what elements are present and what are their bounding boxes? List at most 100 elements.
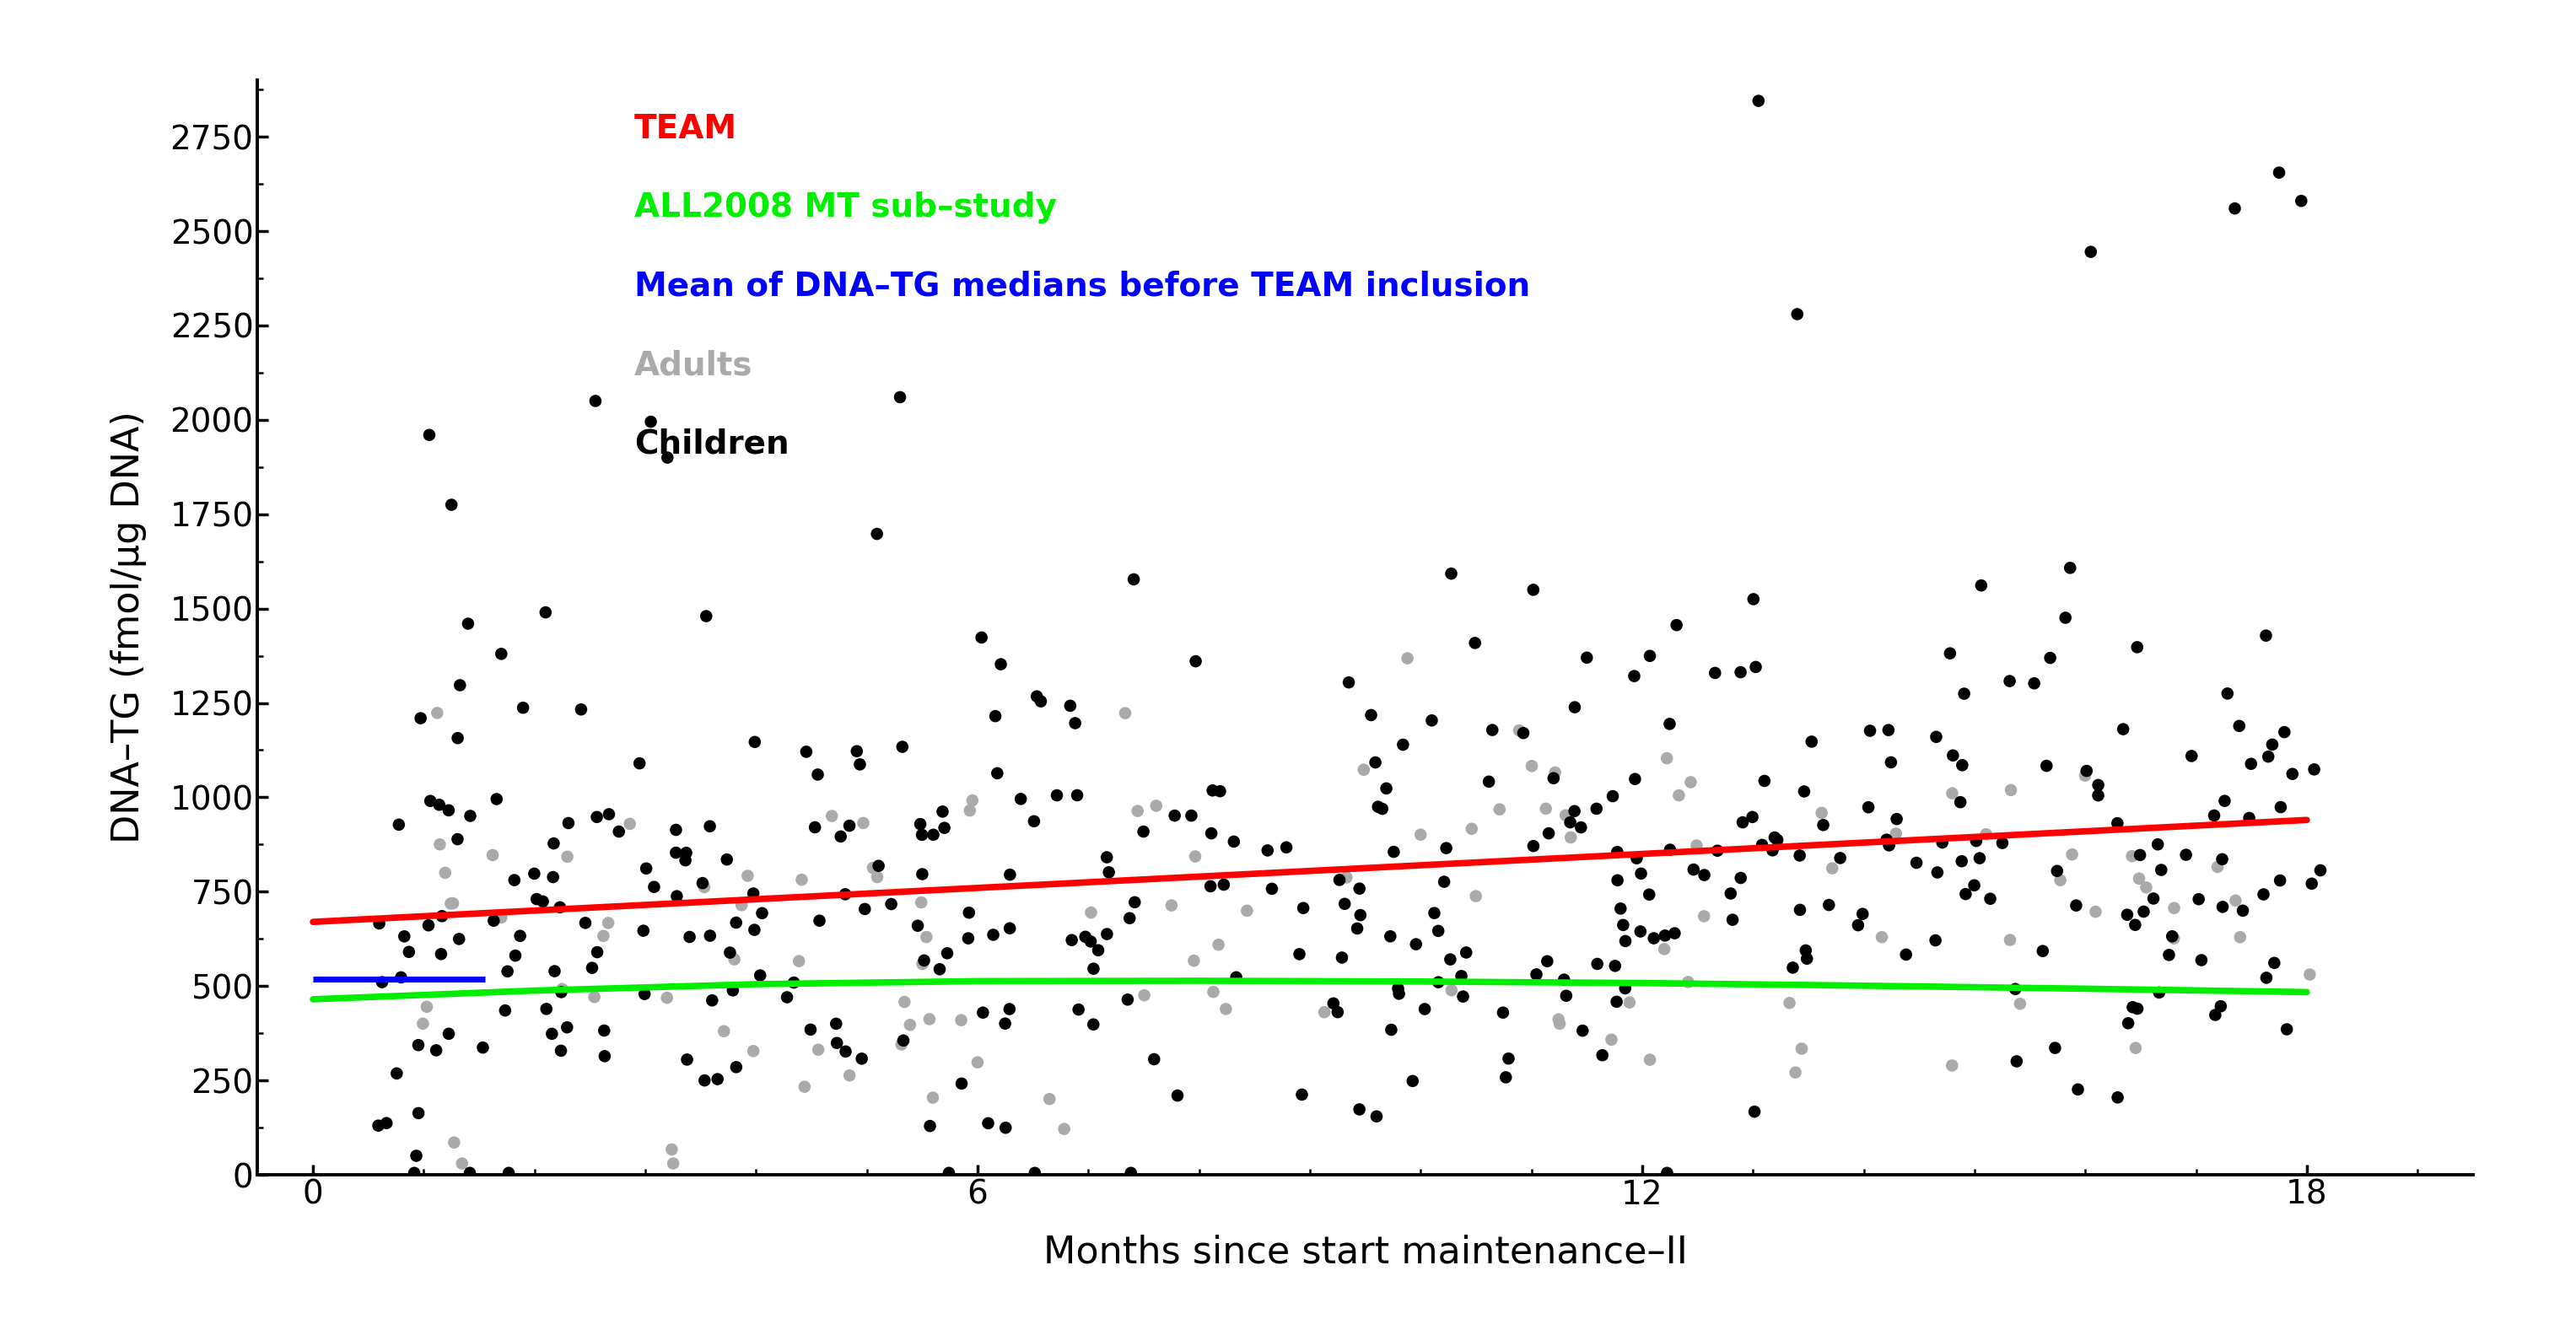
Point [1048, 696, 1090, 717]
Point [2115, 1037, 2156, 1059]
Point [948, 928, 989, 949]
Point [1430, 949, 1471, 971]
Point [711, 980, 752, 1001]
Point [1780, 1039, 1821, 1060]
Point [652, 1153, 693, 1175]
Point [685, 606, 726, 627]
Point [2141, 860, 2182, 881]
Point [1999, 993, 2040, 1015]
Point [858, 856, 899, 877]
Point [1819, 848, 1860, 869]
Point [461, 1037, 502, 1059]
Point [1077, 940, 1118, 961]
Point [793, 817, 835, 838]
Point [1303, 1001, 1345, 1023]
Point [1592, 1029, 1633, 1051]
Point [358, 913, 399, 934]
Point [410, 790, 451, 812]
Point [1543, 969, 1584, 991]
Point [1886, 944, 1927, 965]
Point [2195, 805, 2236, 826]
Point [1028, 1088, 1069, 1109]
Point [1265, 837, 1306, 858]
Point [1989, 670, 2030, 692]
Point [2272, 764, 2313, 785]
Point [2254, 952, 2295, 973]
Point [549, 813, 590, 834]
Text: Children: Children [634, 429, 788, 461]
Point [1425, 872, 1466, 893]
Point [1994, 979, 2035, 1000]
Point [1868, 720, 1909, 741]
Point [1615, 769, 1656, 790]
Point [2097, 813, 2138, 834]
Point [2117, 637, 2159, 658]
Point [2215, 198, 2257, 219]
Point [598, 821, 639, 842]
Point [1741, 834, 1783, 856]
Point [1646, 748, 1687, 769]
Point [541, 1040, 582, 1061]
Point [1118, 800, 1159, 821]
Point [487, 961, 528, 983]
Point [623, 920, 665, 941]
Point [940, 1009, 981, 1031]
Point [1533, 768, 1574, 789]
Point [2215, 890, 2257, 912]
Point [430, 494, 471, 515]
Point [1479, 798, 1520, 820]
Point [422, 905, 464, 926]
Point [394, 1163, 435, 1184]
Point [1110, 908, 1151, 929]
Point [2208, 682, 2249, 704]
Point [871, 893, 912, 914]
Point [2014, 673, 2056, 694]
Point [541, 979, 582, 1000]
Point [482, 643, 523, 665]
Point [1772, 957, 1814, 979]
Point [438, 728, 479, 749]
Point [1698, 840, 1739, 861]
Point [796, 764, 837, 785]
Point [1445, 941, 1486, 963]
Point [1190, 876, 1231, 897]
Point [2050, 844, 2092, 865]
Point [1721, 662, 1762, 684]
Point [1917, 862, 1958, 884]
Point [1512, 836, 1553, 857]
Point [1499, 720, 1540, 741]
Point [1808, 894, 1850, 916]
Point [1862, 926, 1904, 948]
Point [433, 893, 474, 914]
Point [2200, 996, 2241, 1017]
Point [1525, 798, 1566, 820]
Point [948, 902, 989, 924]
Point [2172, 745, 2213, 766]
Point [1043, 1119, 1084, 1140]
Point [1546, 985, 1587, 1007]
Point [1620, 921, 1662, 943]
Point [2025, 756, 2066, 777]
Point [1528, 822, 1569, 844]
Point [2195, 1004, 2236, 1025]
Point [2138, 981, 2179, 1003]
Point [2079, 785, 2120, 806]
Point [1337, 917, 1378, 939]
Point [1577, 798, 1618, 820]
Point [618, 753, 659, 774]
Point [1613, 665, 1654, 686]
Point [899, 813, 940, 834]
Point [2125, 877, 2166, 898]
Point [884, 992, 925, 1013]
Point [781, 869, 822, 890]
Point [523, 890, 564, 912]
Point [742, 902, 783, 924]
Point [358, 1115, 399, 1136]
Point [1744, 770, 1785, 792]
Point [1340, 878, 1381, 900]
Point [2293, 758, 2334, 780]
Point [1734, 1101, 1775, 1123]
Point [1710, 882, 1752, 904]
Point [1087, 924, 1128, 945]
Point [2056, 894, 2097, 916]
